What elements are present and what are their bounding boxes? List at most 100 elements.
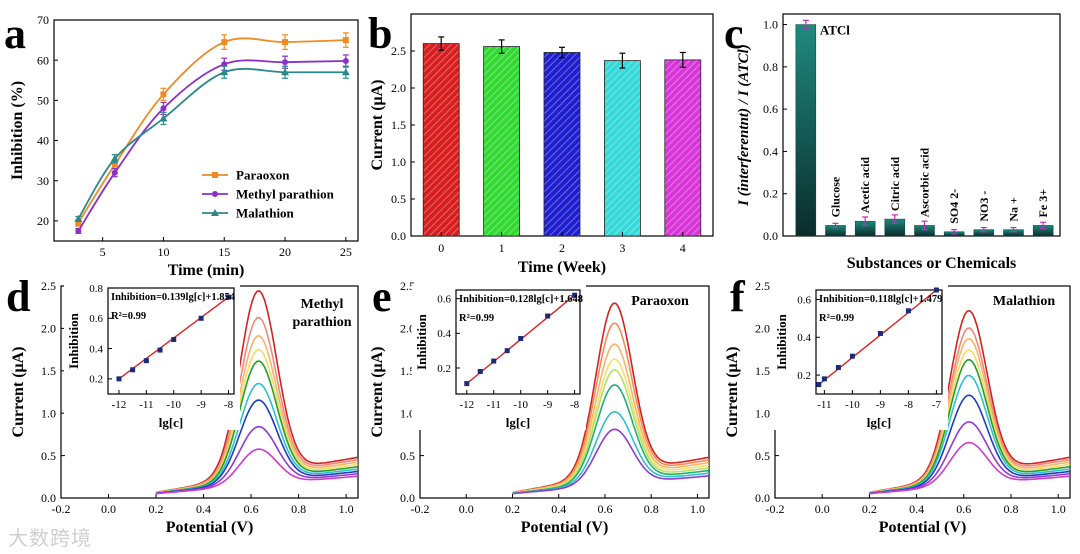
x-tick-label-inset-d: -12 <box>112 399 127 411</box>
x-axis-title-b: Time (Week) <box>518 259 606 276</box>
y-tick-label-d: 2.5 <box>41 279 56 293</box>
x-tick-label-a: 15 <box>218 245 230 259</box>
data-point-a <box>74 214 83 222</box>
x-tick-label-f: 0.4 <box>909 502 924 516</box>
inset-data-point-f <box>933 287 939 293</box>
bar-label-c: Na + <box>1007 197 1021 222</box>
inset-equation-d: Inhibition=0.139lg[c]+1.854 <box>111 292 236 303</box>
inset-data-point-f <box>905 308 911 314</box>
inset-r2-f: R²=0.99 <box>819 313 854 324</box>
y-axis-title-e: Current (μA) <box>369 347 386 438</box>
data-point-a <box>75 219 82 226</box>
data-point-a <box>281 68 290 76</box>
cv-curve-d <box>155 448 359 495</box>
inset-data-point-d <box>198 315 204 321</box>
bar-label-c: Acetic acid <box>858 157 872 214</box>
panel-label-f: f <box>730 272 746 321</box>
inset-data-point-e <box>518 336 524 342</box>
inset-data-point-d <box>143 358 149 364</box>
bar-week-3 <box>604 60 641 237</box>
data-point-a <box>160 105 167 112</box>
data-point-a <box>159 114 168 122</box>
bar-label-c: Ascorbic acid <box>918 147 932 217</box>
x-tick-label-e: -0.2 <box>411 502 430 516</box>
legend-swatch-marker <box>212 191 218 197</box>
y-tick-label-e: 1.0 <box>400 406 415 420</box>
legend-label: Malathion <box>236 206 295 221</box>
y-tick-label-d: 0.5 <box>41 449 56 463</box>
y-axis-title-inset-f: Inhibition <box>774 313 789 369</box>
inset-r2-d: R²=0.99 <box>111 311 146 322</box>
panel-label-d: d <box>6 272 30 321</box>
x-tick-label-e: 0.4 <box>551 502 566 516</box>
y-axis-title-a: Inhibition (%) <box>9 81 26 180</box>
data-point-a <box>111 161 118 168</box>
y-tick-label-a: 20 <box>37 214 49 228</box>
inset-data-point-d <box>130 367 136 373</box>
inset-data-point-e <box>545 313 551 319</box>
y-tick-label-d: 1.0 <box>41 406 56 420</box>
inset-data-point-f <box>835 365 841 371</box>
legend-swatch-marker <box>211 209 219 216</box>
inset-background-f <box>772 284 948 430</box>
y-tick-label-f: 0.0 <box>755 491 770 505</box>
inset-data-point-e <box>504 348 510 354</box>
y-tick-label-f: 1.5 <box>755 364 770 378</box>
panel-annotation-d: Methyl <box>301 297 344 312</box>
cv-curve-f <box>869 441 1071 495</box>
y-tick-label-a: 40 <box>37 134 49 148</box>
x-tick-label-f: 0.2 <box>862 502 877 516</box>
legend-label: Methyl parathion <box>236 187 335 202</box>
y-tick-label-inset-e: 0.6 <box>437 294 451 306</box>
y-tick-label-b: 1.5 <box>391 118 406 132</box>
y-tick-label-c: 1.0 <box>763 18 778 32</box>
legend-swatch-marker <box>212 172 218 178</box>
data-point-a <box>341 68 350 76</box>
x-tick-label-a: 20 <box>279 245 291 259</box>
data-point-a <box>282 39 289 46</box>
inset-data-point-f <box>877 330 883 336</box>
x-tick-label-e: 0.6 <box>597 502 612 516</box>
y-tick-label-c: 0.4 <box>763 144 778 158</box>
y-tick-label-inset-f: 0.4 <box>797 332 811 344</box>
y-tick-label-inset-e: 0.4 <box>437 328 451 340</box>
y-tick-label-inset-d: 0.2 <box>89 374 103 386</box>
axes-frame-inset-e <box>455 289 581 395</box>
panel-annotation-f: Malathion <box>993 294 1055 309</box>
y-tick-label-inset-d: 0.8 <box>89 283 103 295</box>
series-line-2 <box>77 67 346 220</box>
data-point-a <box>221 39 228 46</box>
y-tick-label-inset-d: 0.4 <box>89 343 103 355</box>
inset-background-d <box>64 282 240 430</box>
y-tick-label-inset-d: 0.6 <box>89 313 103 325</box>
data-point-a <box>111 169 118 176</box>
y-tick-label-b: 0.0 <box>391 229 406 243</box>
x-tick-label-inset-e: -11 <box>487 399 501 411</box>
cv-curve-f <box>869 421 1071 495</box>
x-tick-label-d: 0.2 <box>149 502 164 516</box>
x-tick-label-f: 0.0 <box>815 502 830 516</box>
x-tick-label-b: 0 <box>438 241 444 255</box>
legend-label: Paraoxon <box>236 168 290 183</box>
y-tick-label-e: 1.5 <box>400 364 415 378</box>
y-tick-label-inset-f: 0.2 <box>797 370 811 382</box>
x-tick-label-b: 3 <box>619 241 625 255</box>
y-tick-label-f: 2.5 <box>755 279 770 293</box>
inset-equation-e: Inhibition=0.128lg[c]+1.648 <box>459 294 583 305</box>
inset-data-point-d <box>171 336 177 342</box>
bar-label-c: Fe 3+ <box>1036 189 1050 218</box>
y-axis-title-f: Current (μA) <box>724 347 741 438</box>
bar-label-c: SO4 2- <box>947 189 961 224</box>
panel-label-b: b <box>368 9 392 58</box>
axes-frame-a <box>53 19 359 242</box>
inset-data-point-f <box>816 382 822 388</box>
bar-substance <box>795 24 817 237</box>
y-tick-label-f: 0.5 <box>755 449 770 463</box>
inset-data-point-e <box>491 358 497 364</box>
x-tick-label-e: 1.0 <box>690 502 705 516</box>
y-tick-label-d: 0.0 <box>41 491 56 505</box>
y-tick-label-e: 2.5 <box>400 279 415 293</box>
y-axis-title-inset-d: Inhibition <box>66 312 81 368</box>
inset-r2-e: R²=0.99 <box>459 313 494 324</box>
axes-frame-inset-d <box>107 287 235 395</box>
